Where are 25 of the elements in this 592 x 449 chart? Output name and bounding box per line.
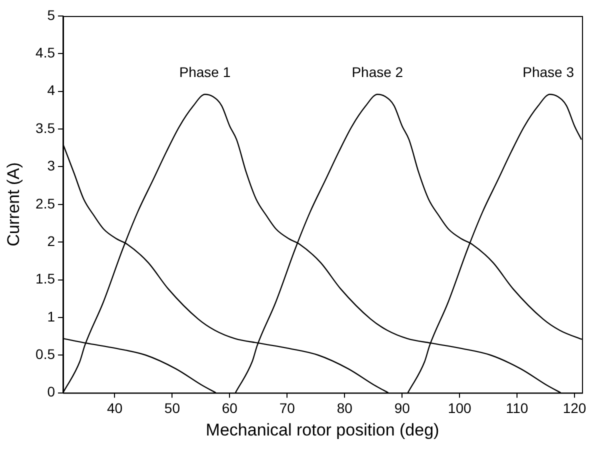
x-tick-label: 100 [448,400,472,416]
y-tick-label: 4 [47,82,56,98]
x-tick-label: 70 [279,400,296,416]
x-tick-label: 50 [164,400,180,416]
y-tick-label: 3 [47,158,56,174]
series-label: Phase 2 [352,64,404,80]
y-tick-label: 5 [47,6,56,23]
series-label: Phase 3 [522,64,574,80]
y-tick-label: 1 [47,308,56,324]
y-tick-label: 0 [47,384,56,400]
x-tick-label: 40 [106,400,123,416]
x-tick-label: 60 [222,400,238,416]
x-tick-label: 120 [562,400,586,416]
y-tick-label: 3.5 [36,120,56,136]
x-tick-label: 80 [336,400,353,416]
y-tick-label: 2.5 [36,195,56,212]
x-tick-label: 110 [506,400,528,416]
y-axis-title: Current (A) [4,162,23,246]
x-tick-label: 90 [394,400,410,416]
x-axis-title: Mechanical rotor position (deg) [206,420,440,440]
y-tick-label: 4.5 [36,44,56,61]
y-tick-label: 2 [47,232,56,249]
y-tick-label: 0.5 [36,346,56,362]
y-tick-label: 1.5 [36,270,56,287]
series-label: Phase 1 [179,64,231,80]
